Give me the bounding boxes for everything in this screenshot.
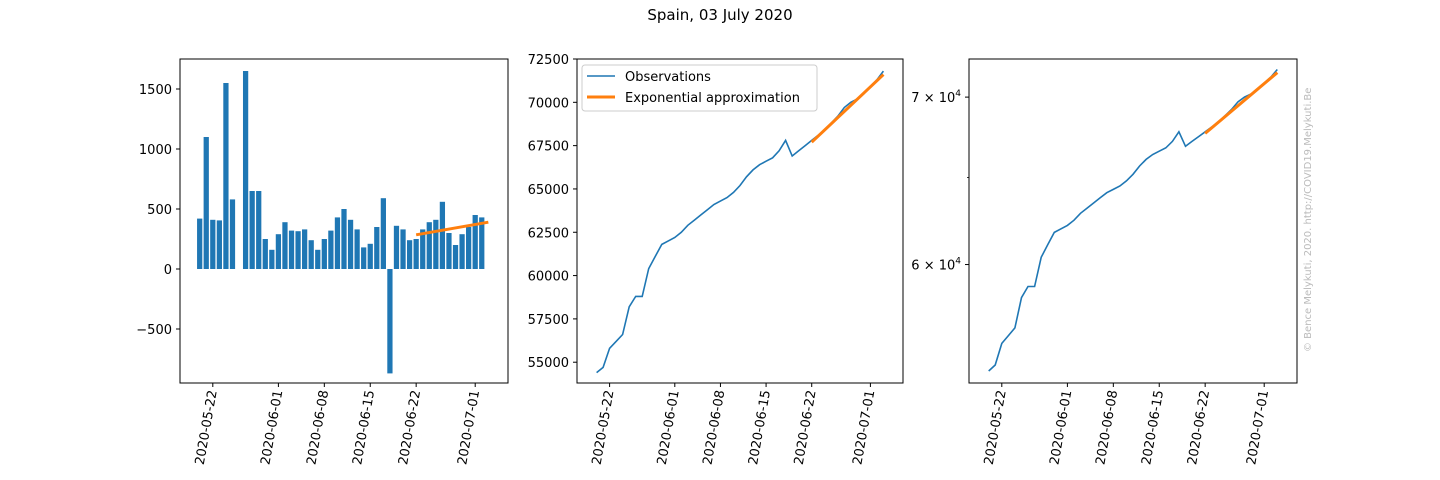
panel-cumulative-ytick-label: 60000 xyxy=(528,270,569,285)
panel-daily-ytick-label: 0 xyxy=(164,263,172,278)
panel-cumulative-ytick-label: 57500 xyxy=(528,313,569,328)
daily-bar xyxy=(223,83,229,269)
panel-cumulative-log-xtick-label: 2020-07-01 xyxy=(1244,389,1272,466)
daily-bar xyxy=(315,249,321,269)
panel-cumulative-xtick-label: 2020-06-22 xyxy=(792,389,820,466)
daily-bar xyxy=(420,229,426,269)
daily-bar xyxy=(354,229,360,269)
panel-daily-frame xyxy=(179,58,509,384)
panel-daily-ytick-label: 1000 xyxy=(139,143,172,158)
daily-bar xyxy=(282,222,288,269)
ytick-mantissa: 6 xyxy=(911,259,919,274)
panel-daily-xtick-label: 2020-06-15 xyxy=(350,389,378,466)
panel-cumulative-xtick-label: 2020-05-22 xyxy=(590,389,618,466)
panel-cumulative-ytick-label: 65000 xyxy=(528,183,569,198)
daily-bar xyxy=(210,219,216,269)
daily-bar xyxy=(472,215,478,269)
panel-cumulative-xtick-label: 2020-06-01 xyxy=(655,389,683,466)
daily-bar xyxy=(229,199,236,269)
ytick-mantissa: 7 xyxy=(911,91,919,106)
panel-daily-xtick-label: 2020-06-22 xyxy=(396,389,424,466)
daily-bar xyxy=(387,269,393,374)
panel-cumulative-xtick-label: 2020-07-01 xyxy=(850,389,878,466)
daily-bar xyxy=(433,219,439,269)
daily-bar xyxy=(321,239,327,269)
panel-cumulative-log-xtick-label: 2020-06-08 xyxy=(1093,389,1121,466)
panel-daily-xtick-label: 2020-07-01 xyxy=(455,389,483,466)
panel-cumulative-log-xtick-label: 2020-06-15 xyxy=(1139,389,1167,466)
panel-cumulative-ytick-label: 72500 xyxy=(528,53,569,68)
panel-cumulative-frame xyxy=(576,58,904,384)
daily-bar xyxy=(406,240,413,269)
legend-approximation-label: Exponential approximation xyxy=(625,91,800,106)
daily-bar xyxy=(249,191,255,269)
legend-observations-label: Observations xyxy=(625,70,711,85)
daily-bar xyxy=(295,231,301,269)
daily-bar xyxy=(256,191,262,269)
panel-cumulative-log-frame xyxy=(968,58,1298,384)
panel-cumulative-log-xtick-label: 2020-05-22 xyxy=(982,389,1010,466)
panel-daily-ytick-label: −500 xyxy=(136,323,172,338)
panel-cumulative-xtick-label: 2020-06-15 xyxy=(746,389,774,466)
panel-daily-xtick-label: 2020-06-08 xyxy=(304,389,332,466)
panel-cumulative-ytick-label: 55000 xyxy=(528,356,569,371)
figure-title: Spain, 03 July 2020 xyxy=(647,6,793,24)
daily-bar xyxy=(479,217,485,269)
daily-bar xyxy=(308,240,314,269)
daily-bar xyxy=(347,219,354,269)
daily-bar xyxy=(302,229,308,269)
panel-cumulative-log-ytick-label: 7 × 104 xyxy=(911,89,961,106)
daily-bar xyxy=(262,239,268,269)
daily-bar xyxy=(203,137,209,269)
panel-cumulative-ytick-label: 67500 xyxy=(528,140,569,155)
panel-cumulative-log-xtick-label: 2020-06-22 xyxy=(1185,389,1213,466)
daily-bar xyxy=(216,220,222,269)
daily-bar xyxy=(452,245,459,269)
panel-daily-ytick-label: 500 xyxy=(147,203,172,218)
daily-bar xyxy=(361,247,367,269)
daily-bar xyxy=(400,229,406,269)
daily-bar xyxy=(242,71,249,269)
daily-bar xyxy=(288,230,295,269)
ytick-exponent: 4 xyxy=(955,89,961,99)
panel-cumulative-log-ytick-label: 6 × 104 xyxy=(911,257,961,274)
panel-cumulative-xtick-label: 2020-06-08 xyxy=(700,389,728,466)
panel-cumulative-log-xtick-label: 2020-06-01 xyxy=(1047,389,1075,466)
daily-bar xyxy=(426,222,432,269)
daily-bar xyxy=(341,209,347,269)
daily-bar xyxy=(413,239,419,269)
legend: Observations Exponential approximation xyxy=(581,64,818,112)
daily-bar xyxy=(446,233,452,269)
approximation-line xyxy=(810,73,885,144)
panel-cumulative-ytick-label: 62500 xyxy=(528,226,569,241)
daily-bar xyxy=(374,227,380,269)
panel-daily-xtick-label: 2020-06-01 xyxy=(258,389,286,466)
daily-bar xyxy=(197,218,203,269)
panel-cumulative-ytick-label: 70000 xyxy=(528,96,569,111)
panel-daily-ytick-label: 1500 xyxy=(139,83,172,98)
ytick-exponent: 4 xyxy=(955,257,961,267)
approximation-log-line xyxy=(1204,71,1279,135)
panel-daily-xtick-label: 2020-05-22 xyxy=(193,389,221,466)
daily-bar xyxy=(275,234,282,269)
daily-bar xyxy=(334,217,341,269)
daily-bar xyxy=(466,227,472,269)
copyright-note: © Bence Melykuti, 2020. http://COVID19.M… xyxy=(1303,88,1314,352)
daily-bar xyxy=(328,230,334,269)
daily-approximation-line xyxy=(415,220,489,237)
daily-bar xyxy=(269,249,275,269)
observations-log-line xyxy=(988,68,1278,372)
daily-bar xyxy=(367,243,373,269)
daily-bar xyxy=(380,198,386,269)
daily-bar xyxy=(459,234,465,269)
daily-bar xyxy=(393,225,400,269)
legend-box xyxy=(581,64,818,112)
daily-bar xyxy=(439,201,446,269)
